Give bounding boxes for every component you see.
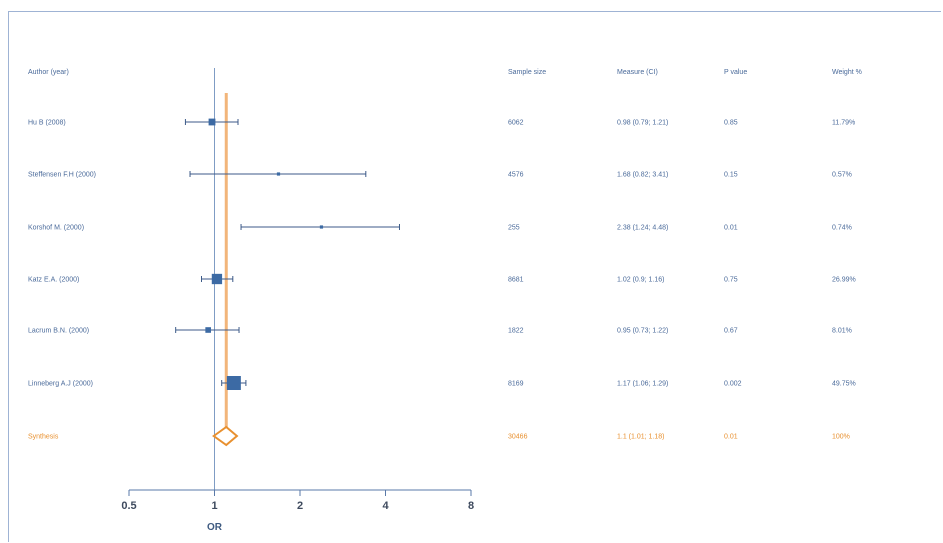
study-author: Korshof M. (2000) — [28, 225, 84, 232]
study-author: Steffensen F.H (2000) — [28, 172, 96, 179]
effect-square — [276, 172, 281, 176]
study-sample-size: 6062 — [508, 120, 524, 127]
study-weight: 0.57% — [832, 172, 852, 179]
study-sample-size: 255 — [508, 225, 520, 232]
header-p-value: P value — [724, 69, 747, 76]
synthesis-weight: 100% — [832, 434, 850, 441]
x-axis-title: OR — [207, 522, 223, 533]
header-weight: Weight % — [832, 69, 862, 76]
study-weight: 49.75% — [832, 381, 856, 388]
study-p-value: 0.002 — [724, 381, 742, 388]
x-tick-label: 0.5 — [121, 500, 136, 512]
synthesis-diamond — [212, 425, 239, 447]
chart-frame — [8, 11, 941, 542]
effect-square — [205, 327, 211, 333]
header-author: Author (year) — [28, 69, 69, 76]
study-weight: 26.99% — [832, 277, 856, 284]
study-p-value: 0.85 — [724, 120, 738, 127]
study-measure: 0.95 (0.73; 1.22) — [617, 328, 668, 335]
effect-square — [208, 118, 216, 126]
header-measure: Measure (CI) — [617, 69, 658, 76]
synthesis-measure: 1.1 (1.01; 1.18) — [617, 434, 664, 441]
x-tick-label: 2 — [297, 500, 303, 512]
study-weight: 8.01% — [832, 328, 852, 335]
study-weight: 11.79% — [832, 120, 855, 127]
effect-square — [226, 376, 241, 390]
study-author: Katz E.A. (2000) — [28, 277, 79, 284]
study-p-value: 0.15 — [724, 172, 738, 179]
header-sample-size: Sample size — [508, 69, 546, 76]
x-tick-label: 4 — [382, 500, 389, 512]
synthesis-p-value: 0.01 — [724, 434, 738, 441]
study-author: Hu B (2008) — [28, 120, 66, 127]
study-weight: 0.74% — [832, 225, 852, 232]
synthesis-label: Synthesis — [28, 434, 59, 441]
x-tick-label: 1 — [211, 500, 217, 512]
study-p-value: 0.67 — [724, 328, 738, 335]
study-p-value: 0.75 — [724, 277, 738, 284]
study-measure: 0.98 (0.79; 1.21) — [617, 120, 668, 127]
study-sample-size: 4576 — [508, 172, 524, 179]
study-sample-size: 8169 — [508, 381, 524, 388]
study-p-value: 0.01 — [724, 225, 738, 232]
effect-square — [319, 225, 324, 229]
x-tick-label: 8 — [468, 500, 474, 512]
study-measure: 1.68 (0.82; 3.41) — [617, 172, 668, 179]
study-sample-size: 8681 — [508, 277, 524, 284]
synthesis-sample-size: 30466 — [508, 434, 528, 441]
study-measure: 1.02 (0.9; 1.16) — [617, 277, 664, 284]
study-author: Lacrum B.N. (2000) — [28, 328, 89, 335]
effect-square — [211, 273, 223, 285]
study-author: Linneberg A.J (2000) — [28, 381, 93, 388]
study-measure: 2.38 (1.24; 4.48) — [617, 225, 668, 232]
study-measure: 1.17 (1.06; 1.29) — [617, 381, 668, 388]
study-sample-size: 1822 — [508, 328, 524, 335]
